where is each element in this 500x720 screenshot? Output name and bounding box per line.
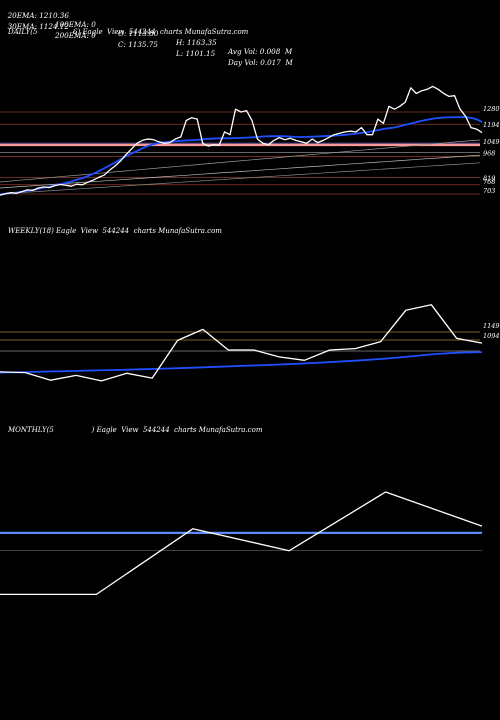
low-value: L: 1101.15: [176, 49, 216, 58]
ema20-value: 20EMA: 1210.36: [7, 11, 69, 20]
weekly-price-line: [0, 304, 483, 382]
daily-level-label: 1049: [483, 138, 500, 146]
daily-ema-line: [0, 116, 483, 196]
weekly-chart-title: WEEKLY(18) Eagle View 544244 charts Muna…: [8, 227, 222, 235]
daily-ma-line: [0, 154, 481, 189]
daily-price-line: [0, 85, 483, 196]
day-vol-value: Day Vol: 0.017 M: [228, 58, 293, 67]
header-row-2: 30EMA: 1124.12 200EMA: 0 C: 1135.75 L: 1…: [3, 13, 293, 67]
header-row-1: 20EMA: 1210.36 100EMA: 0 O: 1113.80 H: 1…: [3, 2, 293, 56]
daily-ma-line: [0, 162, 481, 195]
daily-level-label: 968: [483, 149, 495, 157]
daily-ma-line: [0, 139, 481, 183]
avg-vol-value: Avg Vol: 0.008 M: [228, 47, 293, 56]
weekly-level-label: 1149: [483, 322, 500, 330]
weekly-level-label: 1094: [483, 332, 500, 340]
monthly-price-line: [0, 491, 483, 596]
high-value: H: 1163.35: [176, 38, 217, 47]
daily-level-label: 703: [483, 187, 495, 195]
daily-level-label: 1280: [483, 105, 500, 113]
daily-level-label: 819: [483, 175, 495, 183]
daily-level-label: 1194: [483, 121, 500, 129]
daily-level-label: 768: [483, 178, 495, 186]
close-value: C: 1135.75: [118, 40, 158, 49]
weekly-ema-line: [0, 351, 483, 374]
open-value: O: 1113.80: [118, 29, 159, 38]
ema30-value: 30EMA: 1124.12: [7, 22, 69, 31]
ema200-value: 200EMA: 0: [55, 31, 96, 40]
ema100-value: 100EMA: 0: [55, 20, 96, 29]
monthly-chart-title: MONTHLY(5 ) Eagle View 544244 charts Mun…: [8, 426, 263, 434]
daily-chart-title: DAILY(5 6) Eagle View 544244 charts Muna…: [8, 28, 249, 36]
